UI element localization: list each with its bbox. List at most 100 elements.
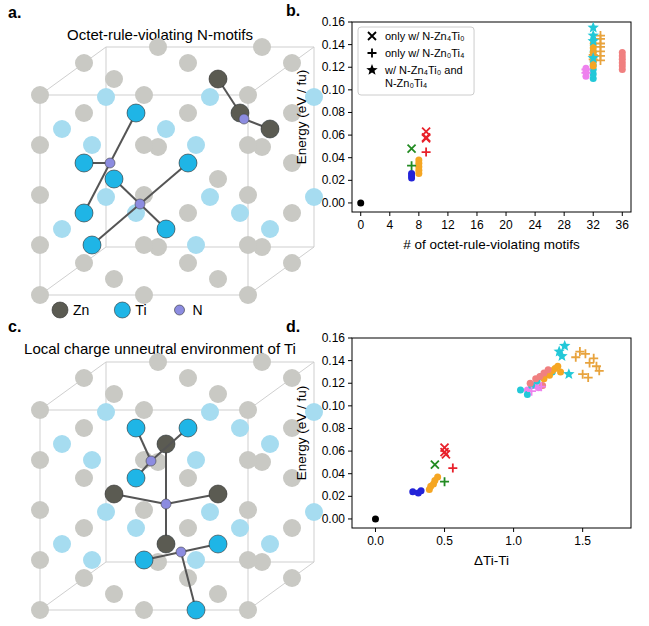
y-tick-label: 0.04 (322, 151, 346, 165)
point (407, 161, 416, 170)
panel-letter: c. (8, 318, 21, 335)
atom (53, 120, 71, 138)
x-tick-label: 32 (587, 218, 601, 232)
x-tick (593, 212, 594, 216)
y-tick (348, 360, 352, 361)
atom (105, 585, 123, 603)
atom (239, 186, 257, 204)
point (556, 350, 567, 361)
atom (161, 499, 171, 509)
atom (179, 419, 197, 437)
panel-letter: d. (286, 318, 300, 335)
atom (97, 88, 115, 106)
atom (261, 220, 279, 238)
atom (83, 236, 101, 254)
atom (75, 54, 93, 72)
atom (75, 469, 93, 487)
x-tick (447, 212, 448, 216)
point (571, 353, 580, 362)
atom (283, 369, 301, 387)
atom-legend-marker (52, 302, 68, 318)
x-tick-label: 4 (386, 218, 393, 232)
atom (261, 120, 279, 138)
x-tick (535, 212, 536, 216)
atom-legend-marker (114, 302, 130, 318)
point (431, 461, 439, 469)
atom (209, 585, 227, 603)
atom (135, 551, 153, 569)
atom (53, 535, 71, 553)
atom (31, 501, 49, 519)
cell-edge (40, 362, 106, 410)
point (563, 368, 574, 379)
atom (97, 403, 115, 421)
y-tick (348, 428, 352, 429)
legend-marker (368, 49, 377, 58)
atom (283, 519, 301, 537)
point (581, 65, 590, 74)
atom (176, 547, 186, 557)
y-tick (348, 157, 352, 158)
y-tick-label: 0.06 (322, 128, 346, 142)
atom (127, 419, 145, 437)
crystal-structure (31, 38, 323, 304)
cell-edge (40, 247, 106, 295)
atom (75, 204, 93, 222)
y-tick (348, 135, 352, 136)
atom (127, 519, 145, 537)
point (588, 35, 599, 46)
y-tick-label: 0.02 (322, 489, 346, 503)
legend-label: only w/ N-Zn₄Ti₀ (385, 30, 465, 42)
cell-edge (106, 362, 314, 363)
atom (149, 38, 167, 56)
y-axis-title: Energy (eV / fu) (294, 386, 309, 481)
atom (201, 503, 219, 521)
x-tick-label: 0 (357, 218, 364, 232)
atom (261, 120, 279, 138)
atom (127, 419, 145, 437)
atom (209, 270, 227, 288)
x-tick (622, 212, 623, 216)
points (372, 340, 604, 523)
atom (209, 70, 227, 88)
atom (97, 503, 115, 521)
panel-letter: a. (8, 4, 21, 21)
point (557, 368, 564, 375)
atom (105, 270, 123, 288)
atom (187, 551, 205, 569)
y-tick-label: 0.00 (322, 512, 346, 526)
x-tick-label: 12 (441, 218, 455, 232)
atom (305, 188, 323, 206)
atom (239, 114, 249, 124)
atom (135, 401, 153, 419)
atom (209, 70, 227, 88)
plot-frame (352, 22, 631, 212)
atom (179, 419, 197, 437)
atom (105, 385, 123, 403)
atom (283, 204, 301, 222)
figure: a.b.c.d.Octet-rule-violating N-motifsLoc… (0, 0, 649, 626)
point (408, 170, 415, 177)
atom (209, 385, 227, 403)
atom (135, 86, 153, 104)
y-tick (348, 473, 352, 474)
y-tick (348, 89, 352, 90)
point (442, 450, 450, 458)
atom (253, 38, 271, 56)
atom (209, 535, 227, 553)
x-tick-label: 0.0 (367, 534, 384, 548)
point (584, 373, 593, 382)
atom (146, 456, 156, 466)
atom (187, 236, 205, 254)
atom-legend-label: Ti (135, 302, 146, 318)
atom (283, 254, 301, 272)
atom (31, 86, 49, 104)
atom (239, 551, 257, 569)
y-tick (348, 405, 352, 406)
atom (157, 220, 175, 238)
x-tick-label: 0.5 (436, 534, 453, 548)
x-tick-label: 16 (470, 218, 484, 232)
x-tick (513, 528, 514, 532)
cell-edge (40, 47, 106, 95)
cell-edge (106, 47, 314, 48)
